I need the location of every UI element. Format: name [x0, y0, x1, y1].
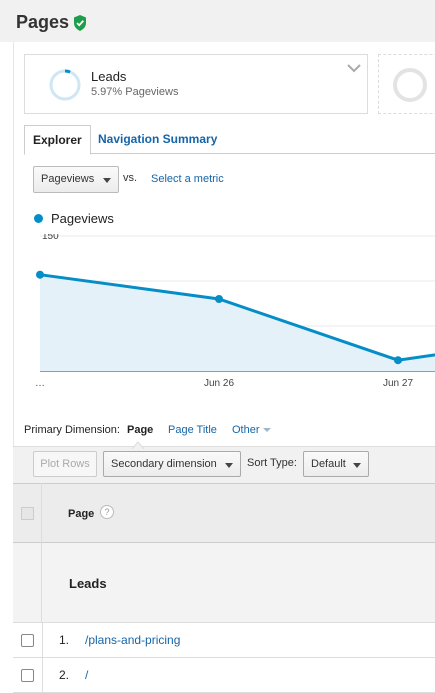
x-tick-label: … — [35, 378, 45, 389]
goal-name: Leads — [91, 69, 127, 84]
row-page-link[interactable]: /plans-and-pricing — [85, 633, 181, 647]
metric-select-value: Pageviews — [41, 173, 95, 185]
page-title: Pages — [16, 12, 70, 32]
goal-progress-ring-icon — [49, 69, 81, 101]
row-divider — [42, 623, 43, 658]
dimension-other-label: Other — [232, 424, 260, 436]
data-point — [394, 356, 402, 365]
secondary-dimension-label: Secondary dimension — [111, 458, 217, 470]
table-row: 2. / — [13, 658, 435, 693]
chevron-down-icon[interactable] — [347, 63, 361, 73]
checkbox-column-divider — [13, 483, 42, 693]
title-bar — [0, 0, 435, 42]
y-tick-label: 150 — [42, 234, 59, 242]
x-tick-label: Jun 26 — [204, 378, 234, 389]
series-line — [39, 273, 435, 362]
caret-down-icon — [225, 463, 233, 468]
goal-card-empty[interactable] — [378, 54, 435, 114]
row-number: 2. — [59, 668, 70, 682]
secondary-dimension-select[interactable]: Secondary dimension — [103, 451, 241, 477]
vs-label: vs. — [123, 172, 138, 184]
group-row: Leads — [42, 543, 435, 623]
dimension-page[interactable]: Page — [127, 424, 154, 436]
x-tick-label: Jun 27 — [383, 378, 413, 389]
tab-navigation-summary[interactable]: Navigation Summary — [98, 132, 218, 146]
series-area — [40, 274, 435, 371]
active-dimension-notch — [132, 441, 144, 449]
caret-down-icon — [353, 463, 361, 468]
help-icon[interactable]: ? — [100, 505, 114, 519]
select-metric-link[interactable]: Select a metric — [151, 173, 224, 185]
tab-explorer[interactable]: Explorer — [24, 125, 91, 155]
metric-select[interactable]: Pageviews — [33, 166, 119, 193]
sort-type-value: Default — [311, 458, 346, 470]
table-header: Page ? — [13, 483, 435, 543]
select-all-checkbox[interactable] — [21, 507, 34, 520]
verified-shield-icon — [74, 15, 86, 31]
data-table: Page ? Leads 1. /plans-and-pricing 2. / — [13, 483, 435, 693]
caret-down-icon — [262, 428, 271, 433]
sort-type-select[interactable]: Default — [303, 451, 369, 477]
data-point — [215, 295, 223, 303]
group-label: Leads — [69, 576, 107, 591]
goal-rate: 5.97% Pageviews — [91, 86, 179, 98]
empty-ring-icon — [393, 68, 427, 102]
row-checkbox[interactable] — [21, 669, 34, 682]
row-checkbox[interactable] — [21, 634, 34, 647]
goal-card-leads[interactable]: Leads 5.97% Pageviews — [24, 54, 368, 114]
plot-rows-button[interactable]: Plot Rows — [33, 451, 97, 477]
sort-type-label: Sort Type: — [247, 457, 297, 469]
row-page-link[interactable]: / — [85, 668, 89, 682]
legend-label: Pageviews — [51, 211, 114, 226]
table-row: 1. /plans-and-pricing — [13, 623, 435, 658]
row-divider — [42, 658, 43, 693]
caret-down-icon — [103, 178, 111, 183]
dimension-other[interactable]: Other — [232, 424, 271, 436]
legend-dot-icon — [34, 214, 43, 223]
row-number: 1. — [59, 633, 70, 647]
group-row-gutter — [13, 543, 42, 623]
data-point — [36, 270, 44, 279]
column-header-page[interactable]: Page — [68, 508, 95, 520]
dimension-page-title[interactable]: Page Title — [168, 424, 217, 436]
primary-dimension-label: Primary Dimension: — [24, 424, 120, 436]
report-tabs: Explorer Navigation Summary — [24, 125, 435, 155]
